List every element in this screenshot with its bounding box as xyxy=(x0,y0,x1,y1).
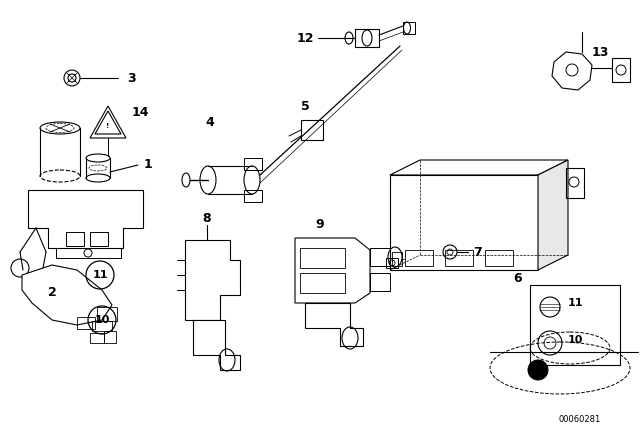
Bar xyxy=(403,22,415,34)
Bar xyxy=(90,232,108,246)
Bar xyxy=(244,190,262,202)
Text: 9: 9 xyxy=(316,219,324,232)
Bar xyxy=(485,250,513,266)
Bar xyxy=(386,258,398,268)
Polygon shape xyxy=(22,265,112,325)
Bar xyxy=(392,252,402,266)
Bar xyxy=(66,232,84,246)
Text: 4: 4 xyxy=(205,116,214,129)
Bar xyxy=(530,285,620,365)
Text: 12: 12 xyxy=(296,31,314,44)
Circle shape xyxy=(528,360,548,380)
Text: 11: 11 xyxy=(92,270,108,280)
Bar xyxy=(370,248,390,266)
Text: 6: 6 xyxy=(514,271,522,284)
Bar xyxy=(97,307,117,321)
Text: 13: 13 xyxy=(591,46,609,59)
Polygon shape xyxy=(193,320,240,370)
Polygon shape xyxy=(538,160,568,270)
Text: !: ! xyxy=(106,123,109,129)
Polygon shape xyxy=(305,303,363,346)
Text: 7: 7 xyxy=(474,246,483,258)
Polygon shape xyxy=(552,52,592,90)
Text: 8: 8 xyxy=(203,211,211,224)
Polygon shape xyxy=(185,240,240,320)
Bar xyxy=(90,333,104,343)
Bar xyxy=(56,248,121,258)
Text: 10: 10 xyxy=(94,315,109,325)
Bar xyxy=(301,120,323,140)
Polygon shape xyxy=(28,190,143,248)
Polygon shape xyxy=(390,160,568,175)
Text: 1: 1 xyxy=(143,159,152,172)
Bar xyxy=(405,250,433,266)
Text: 3: 3 xyxy=(127,72,135,85)
Text: 14: 14 xyxy=(131,105,148,119)
Bar xyxy=(355,29,379,47)
Text: 2: 2 xyxy=(47,285,56,298)
Bar xyxy=(566,168,584,198)
Text: 5: 5 xyxy=(301,100,309,113)
Polygon shape xyxy=(390,175,538,270)
Bar xyxy=(300,248,345,268)
Bar xyxy=(244,158,262,170)
Text: 10: 10 xyxy=(567,335,582,345)
Bar xyxy=(104,331,116,343)
Polygon shape xyxy=(295,238,370,303)
Bar xyxy=(445,250,473,266)
Bar xyxy=(370,273,390,291)
Text: 11: 11 xyxy=(567,298,583,308)
Bar xyxy=(77,317,95,329)
Bar xyxy=(612,58,630,82)
Bar xyxy=(300,273,345,293)
Polygon shape xyxy=(95,111,121,134)
Polygon shape xyxy=(90,106,126,138)
Text: 00060281: 00060281 xyxy=(559,415,601,425)
Bar xyxy=(92,321,112,331)
